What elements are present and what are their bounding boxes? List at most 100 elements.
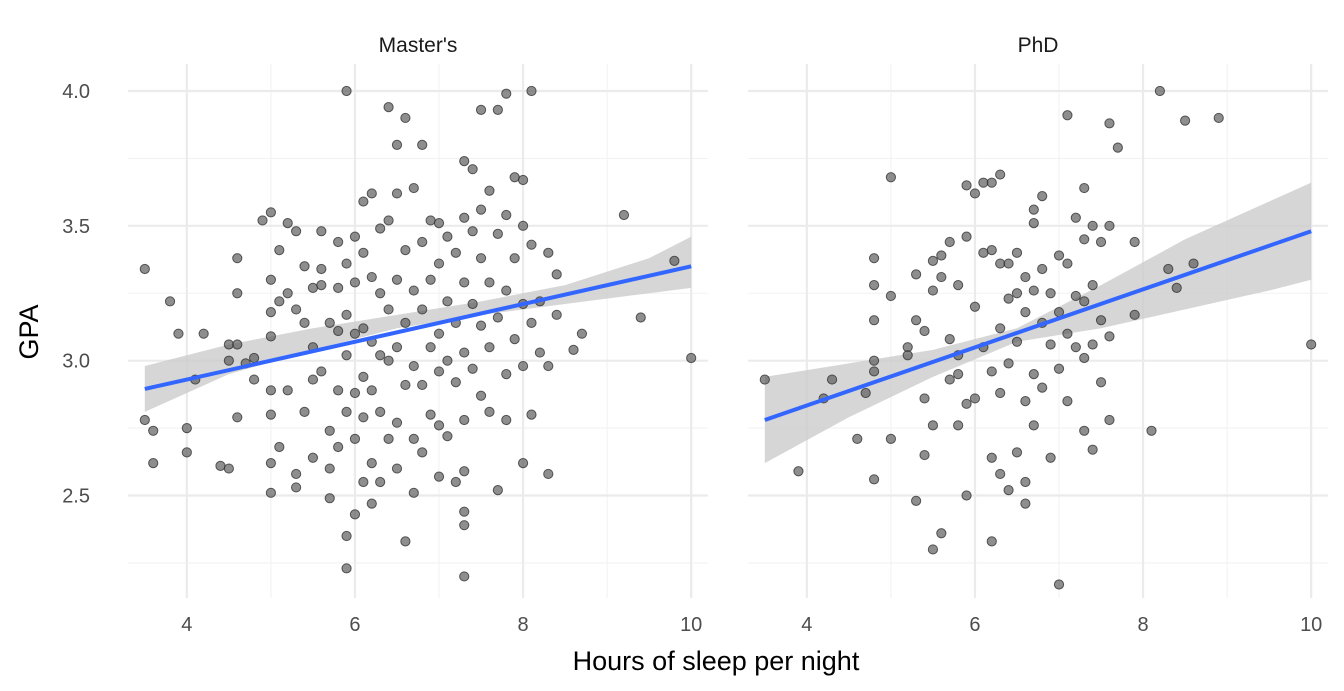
data-point: [333, 282, 344, 293]
data-point: [383, 102, 394, 113]
data-point: [232, 288, 243, 299]
data-point: [526, 317, 537, 329]
data-point: [484, 185, 495, 196]
data-point: [442, 296, 453, 307]
data-point: [442, 231, 453, 242]
data-point: [919, 449, 930, 461]
data-point: [484, 342, 495, 353]
data-point: [1104, 220, 1115, 231]
data-point: [459, 520, 470, 531]
data-point: [1079, 296, 1090, 307]
data-point: [291, 482, 302, 493]
data-point: [501, 285, 512, 296]
data-point: [868, 366, 880, 377]
data-point: [400, 112, 411, 124]
facet-label: PhD: [1018, 34, 1059, 57]
trend-line: [144, 264, 692, 391]
data-point: [333, 441, 344, 453]
data-point: [961, 231, 972, 242]
data-point: [944, 236, 955, 248]
data-point: [1045, 452, 1056, 463]
data-point: [669, 255, 680, 266]
data-point: [686, 352, 697, 364]
data-point: [232, 412, 243, 423]
data-point: [484, 277, 495, 288]
data-point: [425, 274, 436, 285]
data-point: [1070, 342, 1081, 353]
data-point: [534, 347, 545, 358]
data-point: [953, 369, 964, 380]
data-point: [316, 226, 327, 237]
data-point: [1062, 396, 1073, 407]
data-point: [265, 385, 276, 396]
data-point: [173, 328, 184, 339]
facet-panel-phd: PhD 4 6 8 10: [748, 34, 1328, 636]
x-tick-label: 6: [349, 614, 360, 636]
data-point: [341, 406, 352, 418]
data-point: [543, 360, 554, 372]
data-point: [995, 323, 1006, 334]
data-point: [1188, 258, 1199, 269]
data-point: [333, 325, 344, 337]
data-point: [1003, 358, 1014, 369]
data-point: [299, 261, 310, 272]
data-point: [1306, 339, 1317, 350]
data-point: [433, 328, 445, 339]
data-point: [316, 280, 327, 291]
data-point: [341, 530, 352, 542]
data-point: [291, 304, 302, 315]
data-point: [1095, 236, 1107, 248]
data-point: [383, 304, 394, 315]
data-point: [459, 212, 470, 223]
data-point: [459, 347, 470, 358]
data-point: [969, 301, 981, 312]
data-point: [1028, 285, 1039, 296]
data-point: [1087, 280, 1098, 291]
data-point: [902, 350, 913, 361]
data-point: [986, 177, 997, 188]
data-point: [1011, 288, 1023, 299]
data-point: [366, 385, 377, 396]
data-point: [793, 466, 804, 477]
x-tick-label: 8: [518, 614, 529, 636]
data-point: [1104, 414, 1115, 426]
data-point: [1011, 336, 1023, 347]
data-point: [543, 247, 554, 258]
data-point: [433, 218, 445, 229]
data-point: [408, 487, 419, 498]
data-point: [391, 139, 403, 151]
data-point: [333, 385, 344, 396]
data-point: [232, 253, 243, 264]
data-point: [1053, 363, 1065, 374]
data-point: [501, 369, 512, 380]
data-point: [927, 544, 939, 555]
y-tick-label: 3.5: [62, 216, 90, 238]
data-point: [366, 458, 377, 469]
data-point: [400, 317, 411, 329]
data-point: [349, 328, 361, 339]
data-point: [375, 476, 386, 488]
data-point: [868, 474, 880, 485]
data-point: [400, 244, 411, 256]
data-point: [1028, 420, 1039, 431]
data-point: [1079, 425, 1090, 436]
data-point: [1104, 118, 1115, 129]
data-point: [391, 463, 403, 474]
data-point: [223, 355, 234, 366]
data-point: [1079, 182, 1090, 194]
data-point: [1020, 307, 1031, 318]
data-point: [223, 463, 234, 474]
data-point: [349, 277, 361, 288]
data-point: [885, 290, 896, 302]
facet-panel-master-s: Master's 4 6 8 10 2.5 3.0 3.5 4.0: [62, 34, 708, 636]
data-point: [391, 188, 403, 199]
data-point: [459, 414, 470, 426]
data-point: [1171, 282, 1182, 293]
x-tick-label: 6: [969, 614, 980, 636]
data-point: [1053, 579, 1065, 590]
data-point: [978, 247, 989, 258]
points-phd: [759, 85, 1317, 590]
data-point: [375, 288, 386, 299]
data-point: [282, 288, 293, 299]
